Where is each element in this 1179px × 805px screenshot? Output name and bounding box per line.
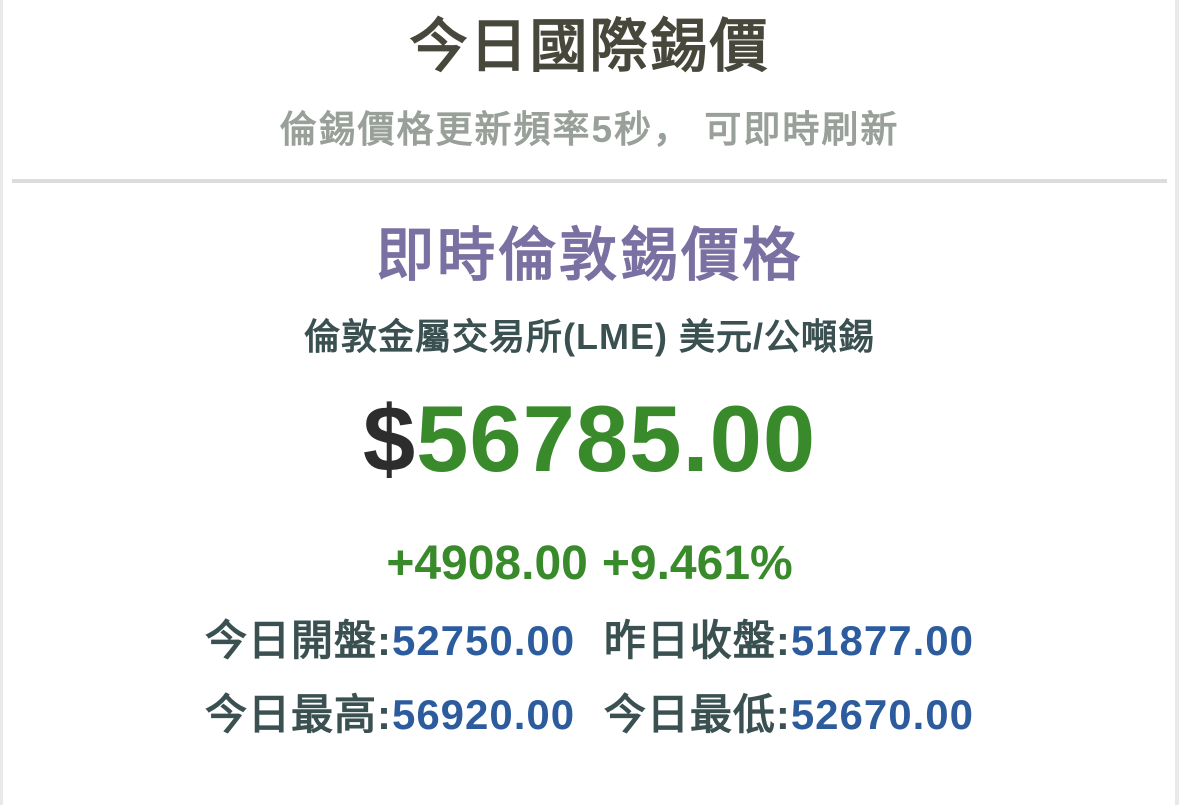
stat-today-high: 今日最高:56920.00 [205,691,588,738]
stats-row-high-low: 今日最高:56920.00 今日最低:52670.00 [0,691,1179,738]
price-value: 56785.00 [416,385,817,491]
stats-row-open-prevclose: 今日開盤:52750.00 昨日收盤:51877.00 [0,617,1179,664]
stat-today-open-value: 52750.00 [391,616,576,664]
page-subtitle: 倫錫價格更新頻率5秒， 可即時刷新 [279,108,900,150]
viewport-edge-right [1175,0,1179,805]
exchange-unit-line: 倫敦金屬交易所(LME) 美元/公噸錫 [304,315,875,357]
stat-today-low-label: 今日最低: [603,690,791,738]
currency-symbol: $ [362,385,417,491]
live-london-tin-heading: 即時倫敦錫價格 [375,222,803,288]
stat-today-high-label: 今日最高: [204,690,392,738]
tin-price-page: 今日國際錫價 倫錫價格更新頻率5秒， 可即時刷新 即時倫敦錫價格 倫敦金屬交易所… [0,14,1179,738]
stat-today-low: 今日最低:52670.00 [604,691,974,738]
stat-prev-close-label: 昨日收盤: [603,616,791,664]
stat-today-open: 今日開盤:52750.00 [205,617,588,664]
page-title: 今日國際錫價 [409,14,770,79]
stat-today-open-label: 今日開盤: [204,616,392,664]
section-divider [12,178,1167,183]
change-percent: +9.461% [601,536,793,590]
stat-today-high-value: 56920.00 [391,690,576,738]
price-change: +4908.00 +9.461% [0,536,1179,590]
stat-today-low-value: 52670.00 [790,690,975,738]
change-absolute: +4908.00 [386,536,588,590]
stat-prev-close: 昨日收盤:51877.00 [604,617,974,664]
current-price: $56785.00 [0,391,1179,486]
viewport-edge-left [0,0,3,805]
stat-prev-close-value: 51877.00 [790,616,975,664]
